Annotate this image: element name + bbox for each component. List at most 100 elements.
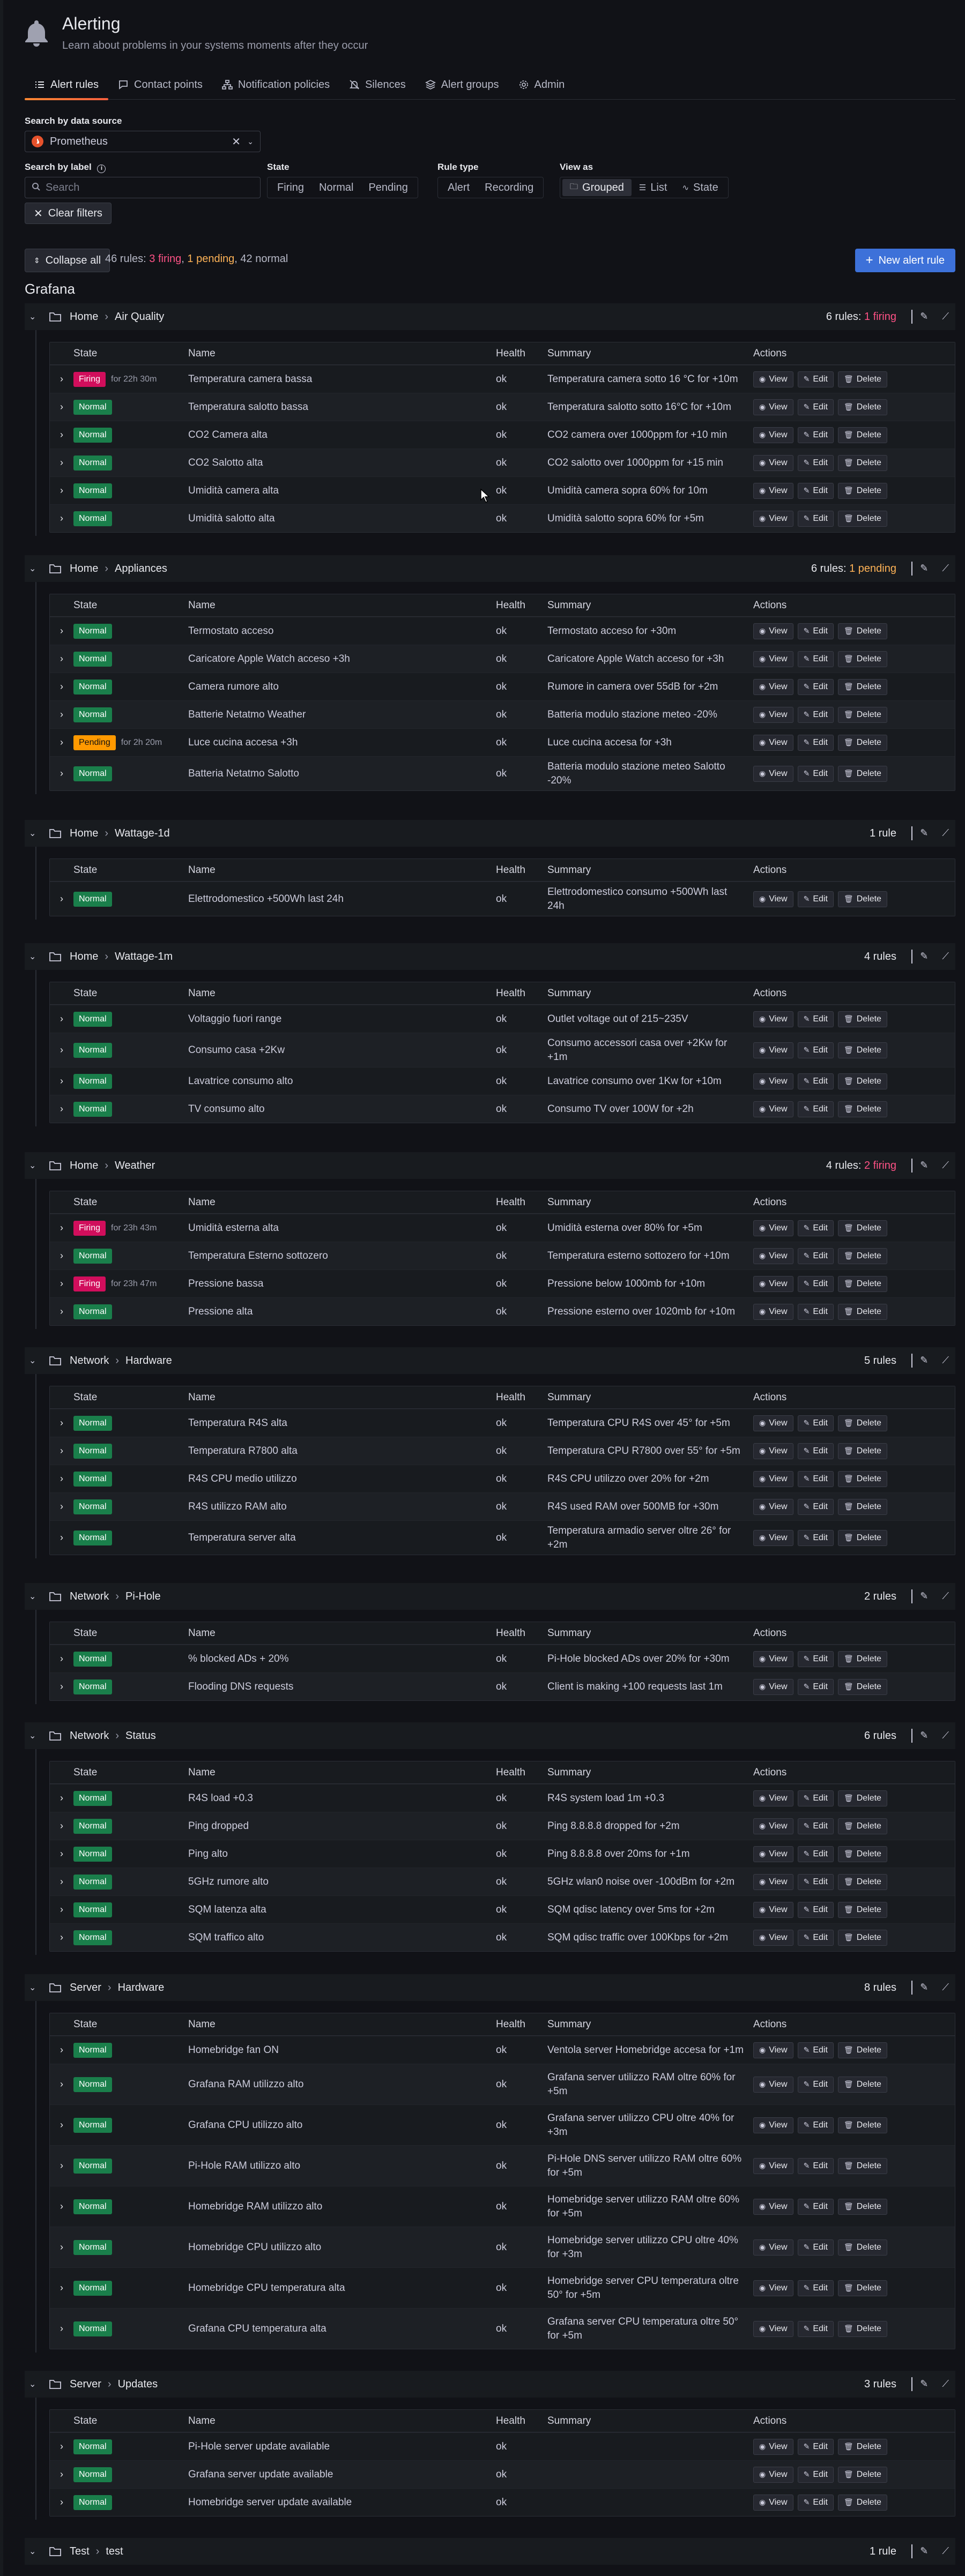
delete-button[interactable]: 🗑 Delete — [837, 2280, 887, 2296]
delete-button[interactable]: 🗑 Delete — [837, 651, 887, 667]
expand-row-icon[interactable]: › — [60, 1044, 63, 1055]
view-button[interactable]: ◉ View — [753, 891, 793, 907]
clear-icon[interactable]: ✕ — [232, 136, 241, 148]
edit-button[interactable]: ✎ Edit — [797, 2157, 834, 2174]
expand-row-icon[interactable]: › — [60, 737, 63, 748]
edit-button[interactable]: ✎ Edit — [797, 454, 834, 471]
state-option-normal[interactable]: Normal — [319, 181, 354, 193]
tab-contact-points[interactable]: Contact points — [108, 70, 212, 100]
edit-button[interactable]: ✎ Edit — [797, 1529, 834, 1546]
delete-button[interactable]: 🗑 Delete — [837, 1901, 887, 1918]
delete-button[interactable]: 🗑 Delete — [837, 1220, 887, 1236]
view-button[interactable]: ◉ View — [753, 2157, 793, 2174]
chevron-down-icon[interactable]: ⌄ — [29, 312, 36, 322]
view-button[interactable]: ◉ View — [753, 678, 793, 695]
view-button[interactable]: ◉ View — [753, 1073, 793, 1089]
edit-button[interactable]: ✎ Edit — [797, 371, 834, 387]
view-button[interactable]: ◉ View — [753, 1248, 793, 1264]
view-button[interactable]: ◉ View — [753, 2042, 793, 2058]
delete-button[interactable]: 🗑 Delete — [837, 510, 887, 527]
history-icon[interactable]: ⟋ — [942, 1355, 949, 1365]
view-button[interactable]: ◉ View — [753, 651, 793, 667]
edit-button[interactable]: ✎ Edit — [797, 510, 834, 527]
expand-row-icon[interactable]: › — [60, 2469, 63, 2480]
tab-alert-rules[interactable]: Alert rules — [25, 70, 109, 100]
delete-button[interactable]: 🗑 Delete — [837, 1275, 887, 1292]
history-icon[interactable]: ⟋ — [942, 827, 949, 838]
view-button[interactable]: ◉ View — [753, 399, 793, 415]
tab-alert-groups[interactable]: Alert groups — [415, 70, 509, 100]
expand-row-icon[interactable]: › — [60, 2044, 63, 2055]
view-option-state[interactable]: ∿ State — [682, 181, 718, 193]
info-icon[interactable]: i — [97, 165, 106, 173]
pen-icon[interactable]: ✎ — [920, 2378, 929, 2389]
expand-row-icon[interactable]: › — [60, 625, 63, 636]
expand-row-icon[interactable]: › — [60, 2119, 63, 2130]
view-button[interactable]: ◉ View — [753, 1901, 793, 1918]
expand-row-icon[interactable]: › — [60, 1103, 63, 1114]
expand-row-icon[interactable]: › — [60, 893, 63, 904]
delete-button[interactable]: 🗑 Delete — [837, 1042, 887, 1058]
edit-button[interactable]: ✎ Edit — [797, 2198, 834, 2215]
chevron-down-icon[interactable]: ⌄ — [29, 1983, 36, 1992]
edit-button[interactable]: ✎ Edit — [797, 1443, 834, 1459]
expand-row-icon[interactable]: › — [60, 1793, 63, 1803]
view-button[interactable]: ◉ View — [753, 2239, 793, 2256]
delete-button[interactable]: 🗑 Delete — [837, 1790, 887, 1806]
delete-button[interactable]: 🗑 Delete — [837, 399, 887, 415]
edit-button[interactable]: ✎ Edit — [797, 765, 834, 782]
chevron-down-icon[interactable]: ⌄ — [29, 2547, 36, 2556]
expand-row-icon[interactable]: › — [60, 1932, 63, 1943]
expand-row-icon[interactable]: › — [60, 1250, 63, 1261]
type-option-recording[interactable]: Recording — [485, 181, 534, 193]
expand-row-icon[interactable]: › — [60, 1681, 63, 1692]
expand-row-icon[interactable]: › — [60, 681, 63, 692]
rule-group-header[interactable]: ⌄ Test › test 1 rule ✎ ⟋ — [25, 2538, 955, 2565]
view-button[interactable]: ◉ View — [753, 1275, 793, 1292]
edit-button[interactable]: ✎ Edit — [797, 706, 834, 723]
pen-icon[interactable]: ✎ — [920, 1160, 929, 1170]
label-search-input[interactable]: Search — [25, 177, 261, 198]
delete-button[interactable]: 🗑 Delete — [837, 2157, 887, 2174]
view-button[interactable]: ◉ View — [753, 2494, 793, 2511]
expand-row-icon[interactable]: › — [60, 2323, 63, 2334]
view-button[interactable]: ◉ View — [753, 706, 793, 723]
edit-button[interactable]: ✎ Edit — [797, 1846, 834, 1862]
rule-group-header[interactable]: ⌄ Home › Wattage-1d 1 rule ✎ ⟋ — [25, 820, 955, 847]
pen-icon[interactable]: ✎ — [920, 563, 929, 573]
edit-button[interactable]: ✎ Edit — [797, 651, 834, 667]
view-button[interactable]: ◉ View — [753, 510, 793, 527]
edit-button[interactable]: ✎ Edit — [797, 1248, 834, 1264]
view-button[interactable]: ◉ View — [753, 1529, 793, 1546]
new-alert-rule-button[interactable]: + New alert rule — [855, 249, 955, 272]
delete-button[interactable]: 🗑 Delete — [837, 2320, 887, 2337]
rule-group-header[interactable]: ⌄ Network › Hardware 5 rules ✎ ⟋ — [25, 1347, 955, 1374]
view-button[interactable]: ◉ View — [753, 2198, 793, 2215]
delete-button[interactable]: 🗑 Delete — [837, 1846, 887, 1862]
delete-button[interactable]: 🗑 Delete — [837, 482, 887, 499]
delete-button[interactable]: 🗑 Delete — [837, 1303, 887, 1320]
history-icon[interactable]: ⟋ — [942, 1591, 949, 1601]
delete-button[interactable]: 🗑 Delete — [837, 623, 887, 639]
edit-button[interactable]: ✎ Edit — [797, 1073, 834, 1089]
expand-row-icon[interactable]: › — [60, 2079, 63, 2089]
expand-row-icon[interactable]: › — [60, 1417, 63, 1428]
view-button[interactable]: ◉ View — [753, 454, 793, 471]
history-icon[interactable]: ⟋ — [942, 2545, 949, 2556]
expand-row-icon[interactable]: › — [60, 1820, 63, 1831]
pen-icon[interactable]: ✎ — [920, 1355, 929, 1365]
view-button[interactable]: ◉ View — [753, 1790, 793, 1806]
expand-row-icon[interactable]: › — [60, 653, 63, 664]
view-button[interactable]: ◉ View — [753, 1220, 793, 1236]
chevron-down-icon[interactable]: ⌄ — [29, 1731, 36, 1741]
edit-button[interactable]: ✎ Edit — [797, 1901, 834, 1918]
pen-icon[interactable]: ✎ — [920, 827, 929, 838]
edit-button[interactable]: ✎ Edit — [797, 1303, 834, 1320]
expand-row-icon[interactable]: › — [60, 2497, 63, 2507]
delete-button[interactable]: 🗑 Delete — [837, 1073, 887, 1089]
delete-button[interactable]: 🗑 Delete — [837, 2466, 887, 2483]
expand-row-icon[interactable]: › — [60, 1306, 63, 1317]
state-option-firing[interactable]: Firing — [277, 181, 305, 193]
expand-row-icon[interactable]: › — [60, 2201, 63, 2212]
delete-button[interactable]: 🗑 Delete — [837, 891, 887, 907]
